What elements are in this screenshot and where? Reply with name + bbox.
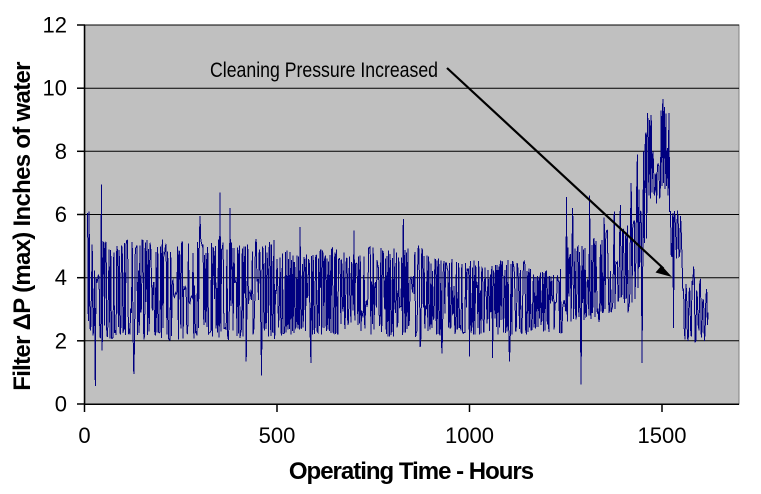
svg-text:Operating Time - Hours: Operating Time - Hours <box>289 458 534 485</box>
svg-text:6: 6 <box>55 202 67 227</box>
svg-text:8: 8 <box>55 139 67 164</box>
svg-text:12: 12 <box>43 13 67 38</box>
svg-text:10: 10 <box>43 76 67 101</box>
svg-text:0: 0 <box>55 392 67 417</box>
svg-text:Cleaning Pressure Increased: Cleaning Pressure Increased <box>210 58 438 82</box>
svg-text:500: 500 <box>259 423 296 448</box>
svg-text:0: 0 <box>78 423 90 448</box>
svg-text:1500: 1500 <box>638 423 687 448</box>
svg-text:1000: 1000 <box>445 423 494 448</box>
svg-text:2: 2 <box>55 328 67 353</box>
svg-text:Filter ΔP (max) Inches of wate: Filter ΔP (max) Inches of water <box>9 62 36 391</box>
svg-text:4: 4 <box>55 265 67 290</box>
